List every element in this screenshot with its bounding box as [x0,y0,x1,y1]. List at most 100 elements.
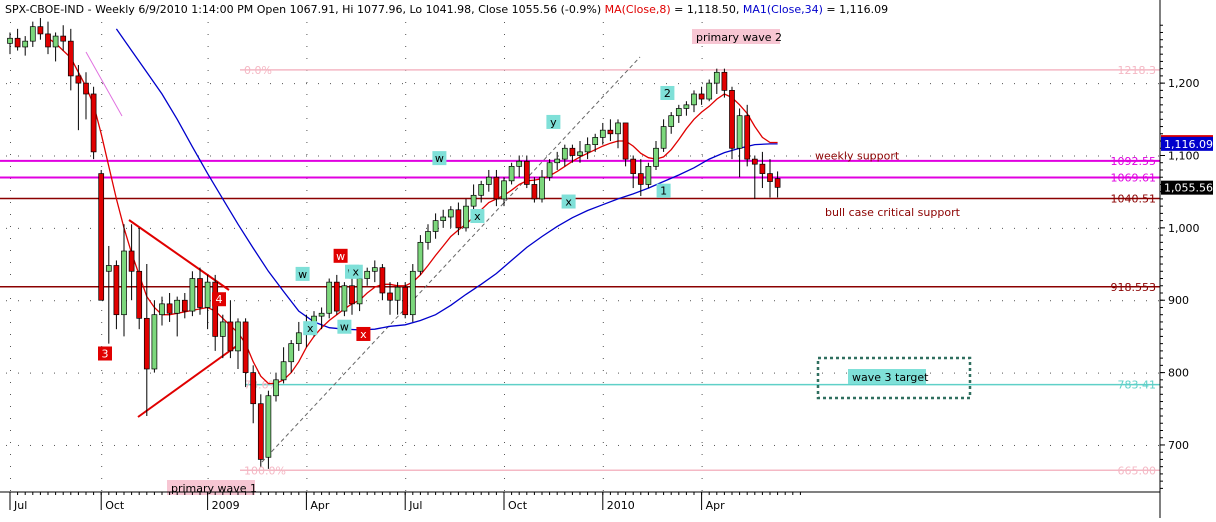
candle [615,119,621,149]
wave-label: w [295,266,310,281]
grid-dot [342,83,343,85]
grid-dot [486,300,487,302]
grid-dot [678,444,679,446]
grid-dot [10,190,11,191]
grid-dot [101,322,103,323]
grid-dot [798,300,799,302]
grid-dot [207,238,209,239]
level-label: 783.41 [1118,379,1157,392]
grid-dot [306,82,308,83]
grid-dot [114,372,115,374]
grid-dot [1074,372,1075,374]
grid-dot [207,70,209,71]
grid-dot [498,372,499,374]
candle [759,151,766,189]
grid-dot [701,46,703,47]
grid-dot [10,334,11,335]
grid-dot [354,372,355,374]
grid-dot [330,227,331,229]
candle-body-down [83,82,89,95]
grid-dot [701,346,703,347]
grid-dot [18,300,19,302]
grid-dot [701,238,703,239]
grid-dot [342,227,343,229]
grid-dot [198,155,199,157]
candle [607,119,614,142]
candle-body-down [227,321,234,352]
grid-dot [138,227,139,229]
grid-dot [405,430,407,431]
grid-dot [306,83,307,85]
grid-dot [306,310,308,311]
header-interval: Weekly [95,3,135,16]
grid-dot [30,444,31,446]
grid-dot [534,444,535,446]
grid-dot [942,300,943,302]
grid-dot [330,83,331,85]
grid-dot [102,300,103,302]
candle [455,202,462,236]
grid-dot [1014,227,1015,229]
grid-dot [504,226,505,227]
grid-dot [1110,83,1111,85]
grid-dot [858,227,859,229]
grid-dot [54,155,55,157]
grid-dot [1062,227,1063,229]
grid-dot [666,444,667,446]
grid-dot [990,155,991,157]
grid-dot [594,444,595,446]
grid-dot [504,466,505,467]
grid-dot [405,454,407,455]
grid-dot [654,372,655,374]
grid-dot [558,300,559,302]
grid-dot [450,227,451,229]
grid-dot [10,142,11,143]
grid-dot [10,358,11,359]
grid-dot [666,372,667,374]
grid-dot [207,166,209,167]
grid-dot [207,46,209,47]
grid-dot [858,155,859,157]
grid-dot [701,358,703,359]
wave-label-box [432,151,447,166]
grid-dot [1002,372,1003,374]
grid-dot [222,444,223,446]
candle [257,394,264,467]
candle-body-down [166,303,173,314]
grid-dot [870,444,871,446]
grid-dot [701,310,703,311]
grid-dot [701,190,703,191]
grid-dot [882,444,883,446]
grid-dot [306,34,308,35]
grid-dot [306,298,308,299]
grid-dot [405,442,407,443]
grid-dot [966,83,967,85]
grid-dot [810,300,811,302]
grid-dot [258,155,259,157]
grid-dot [78,300,79,302]
grid-dot [18,155,19,157]
candle-body-up [660,126,667,149]
candle [318,307,325,330]
candle-body-up [645,166,652,185]
grid-dot [306,22,308,23]
grid-dot [702,155,703,157]
grid-dot [546,372,547,374]
grid-dot [774,444,775,446]
grid-dot [306,142,308,143]
grid-dot [701,274,703,275]
grid-dot [405,190,407,191]
x-tick-label: Oct [508,499,528,512]
grid-dot [558,372,559,374]
candle-body-down [98,173,105,301]
grid-dot [114,444,115,446]
grid-dot [306,226,308,227]
grid-dot [810,155,811,157]
candle-body-up [539,176,545,200]
grid-dot [602,238,604,239]
grid-dot [10,454,11,455]
grid-dot [894,83,895,85]
grid-dot [306,478,308,479]
grid-dot [774,83,775,85]
grid-dot [207,118,209,119]
